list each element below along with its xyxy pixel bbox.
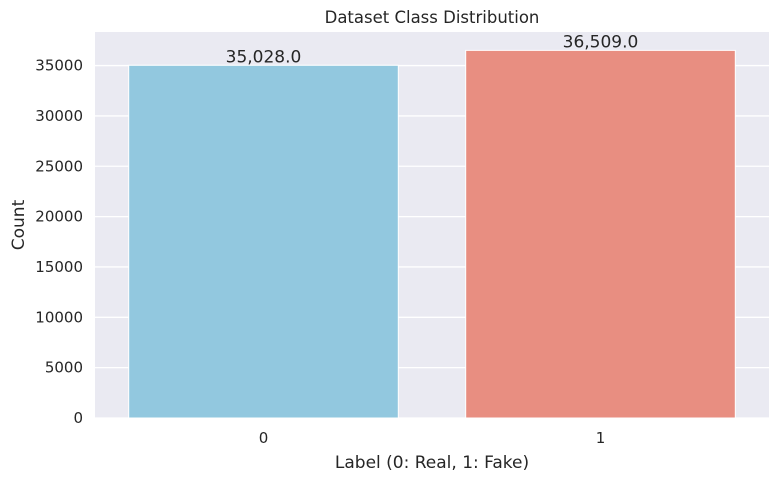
bar [465, 49, 736, 419]
x-axis-title: Label (0: Real, 1: Fake) [335, 453, 529, 473]
bar-value-labels: 35,028.0 36,509.0 [226, 32, 639, 67]
bar-value-label: 35,028.0 [226, 47, 302, 67]
y-tick-labels: 0 5000 10000 15000 20000 25000 30000 35000 [35, 57, 83, 427]
y-tick-label: 15000 [35, 258, 83, 276]
y-tick-label: 0 [73, 409, 83, 427]
y-tick-label: 25000 [35, 157, 83, 175]
chart-title: Dataset Class Distribution [325, 8, 540, 27]
x-tick-label: 1 [596, 429, 606, 447]
x-tick-label: 0 [259, 429, 269, 447]
y-tick-label: 20000 [35, 208, 83, 226]
y-tick-label: 30000 [35, 107, 83, 125]
bars [128, 49, 736, 419]
y-tick-label: 5000 [45, 359, 83, 377]
y-axis-title: Count [9, 199, 29, 250]
bar-value-label: 36,509.0 [563, 32, 639, 52]
y-tick-label: 10000 [35, 308, 83, 326]
y-tick-label: 35000 [35, 57, 83, 75]
bar [128, 64, 399, 419]
